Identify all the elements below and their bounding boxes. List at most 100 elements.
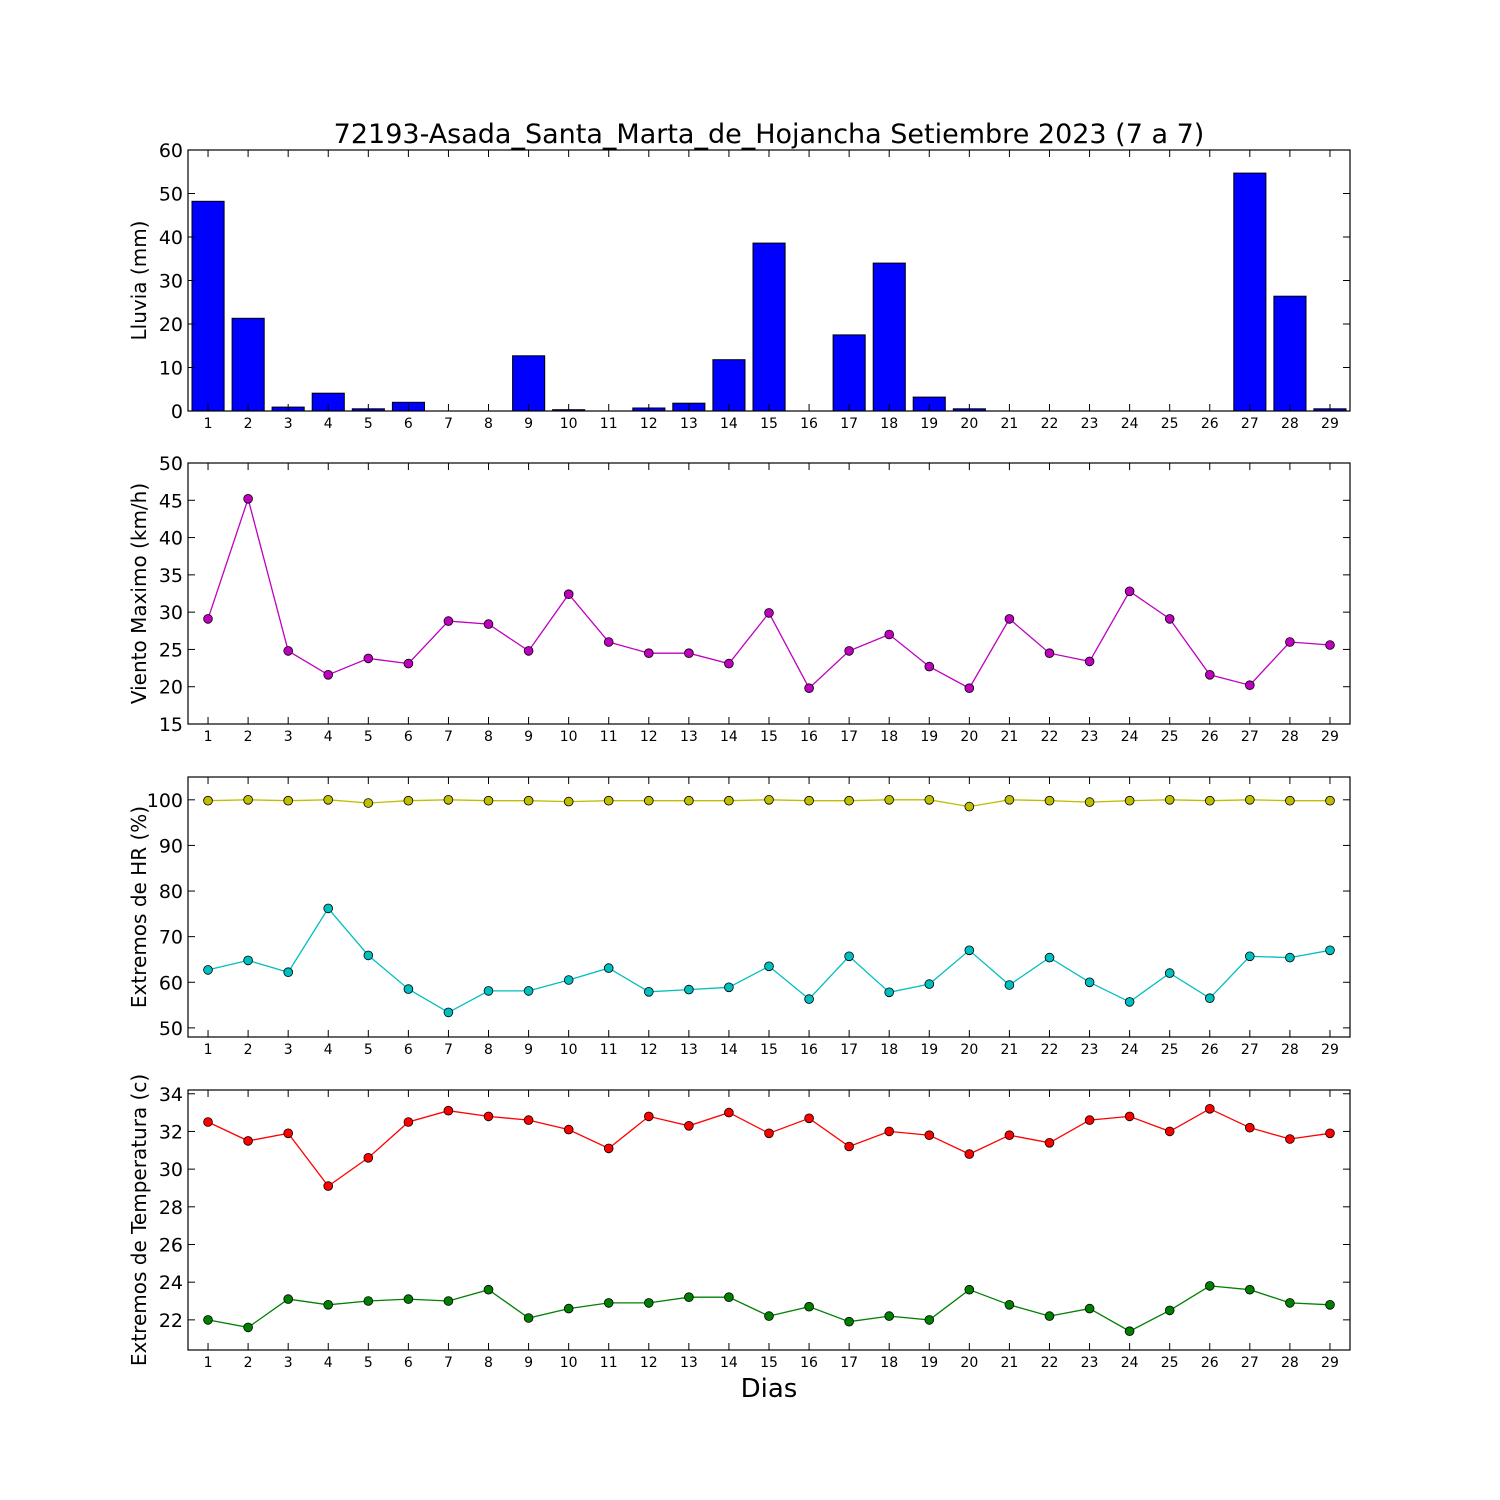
x-tick-label: 17	[840, 729, 858, 745]
x-tick-label: 9	[524, 416, 533, 432]
x-tick-label: 15	[760, 1042, 778, 1058]
series-2-point-17	[844, 951, 854, 962]
series-1-point-16	[804, 683, 814, 693]
x-tick-label: 27	[1241, 416, 1259, 432]
series-1-point-4	[323, 669, 334, 680]
series-1-point-10	[563, 589, 574, 599]
series-1-point-15	[764, 608, 774, 618]
series-2-point-10	[563, 975, 574, 985]
y-tick-label: 100	[147, 790, 183, 812]
x-tick-label: 2	[244, 1355, 253, 1371]
series-1-point-5	[363, 653, 374, 664]
x-tick-label: 29	[1321, 1042, 1339, 1058]
x-tick-label: 18	[880, 1355, 898, 1371]
series-2-point-16	[804, 1301, 814, 1312]
x-tick-label: 24	[1121, 1042, 1139, 1058]
series-1-point-16	[804, 1113, 814, 1124]
series-1-point-5	[363, 798, 374, 808]
series-2-point-20	[964, 945, 975, 956]
series-2-point-1	[203, 965, 213, 975]
x-tick-label: 1	[204, 729, 213, 745]
x-tick-label: 20	[960, 1355, 978, 1371]
x-tick-label: 23	[1081, 1042, 1099, 1058]
series-2-point-4	[323, 1300, 334, 1310]
x-tick-label: 7	[444, 1042, 453, 1058]
x-tick-label: 25	[1161, 416, 1179, 432]
series-1-point-14	[724, 795, 734, 806]
series-2-point-3	[283, 967, 294, 977]
series-1-point-25	[1164, 614, 1175, 624]
series-2-point-15	[764, 1311, 774, 1321]
series-1-point-5	[363, 1153, 374, 1163]
x-tick-label: 12	[640, 416, 658, 432]
x-tick-label: 7	[444, 416, 453, 432]
x-tick-label: 12	[640, 1355, 658, 1371]
series-2-point-9	[523, 1313, 534, 1323]
series-2-point-8	[483, 1284, 494, 1295]
series-1-point-9	[523, 1115, 534, 1125]
y-tick-label: 90	[159, 835, 183, 857]
x-tick-label: 8	[484, 729, 493, 745]
x-tick-label: 23	[1081, 1355, 1099, 1371]
x-tick-label: 1	[204, 416, 213, 432]
series-2-point-15	[764, 961, 774, 972]
series-2-point-19	[924, 1315, 935, 1325]
x-tick-label: 27	[1241, 1355, 1259, 1371]
series-2-point-6	[403, 1294, 414, 1304]
x-tick-label: 16	[800, 1355, 818, 1371]
series-1-point-2	[243, 794, 253, 805]
x-tick-label: 8	[484, 1355, 493, 1371]
series-2-point-21	[1004, 1300, 1015, 1310]
x-tick-label: 15	[760, 729, 778, 745]
x-tick-label: 12	[640, 1042, 658, 1058]
series-2-point-11	[603, 963, 614, 973]
x-tick-label: 3	[284, 416, 293, 432]
x-tick-label: 20	[960, 729, 978, 745]
x-tick-label: 6	[404, 416, 413, 432]
series-2-point-27	[1245, 951, 1255, 962]
x-tick-label: 29	[1321, 1355, 1339, 1371]
x-tick-label: 15	[760, 416, 778, 432]
y-tick-label: 80	[159, 881, 183, 903]
series-2-point-29	[1325, 1300, 1335, 1310]
x-tick-label: 20	[960, 416, 978, 432]
series-2-point-4	[323, 903, 334, 914]
series-2-point-7	[443, 1007, 454, 1018]
x-tick-label: 6	[404, 1355, 413, 1371]
x-tick-label: 22	[1041, 416, 1059, 432]
series-2-point-5	[363, 1296, 374, 1306]
x-tick-label: 25	[1161, 729, 1179, 745]
series-1-point-8	[483, 619, 494, 629]
y-axis-label: Extremos de Temperatura (c)	[127, 1074, 151, 1366]
x-tick-label: 3	[284, 1355, 293, 1371]
y-axis-label: Viento Maximo (km/h)	[127, 483, 151, 704]
x-tick-label: 25	[1161, 1355, 1179, 1371]
series-1-point-2	[243, 1136, 253, 1146]
series-2-point-7	[443, 1296, 454, 1306]
x-tick-label: 5	[364, 729, 373, 745]
series-1-point-19	[924, 1130, 935, 1140]
series-1-point-28	[1285, 637, 1295, 647]
x-tick-label: 2	[244, 729, 253, 745]
series-1-point-24	[1124, 1111, 1135, 1122]
series-1-point-20	[964, 801, 975, 812]
x-tick-label: 18	[880, 729, 898, 745]
series-1-point-15	[764, 794, 774, 805]
x-tick-label: 19	[920, 416, 938, 432]
y-tick-label: 15	[159, 714, 183, 736]
series-2-point-25	[1164, 968, 1175, 978]
series-1-point-27	[1245, 794, 1255, 805]
x-tick-label: 13	[680, 1355, 698, 1371]
series-1-point-1	[203, 614, 213, 624]
y-tick-label: 0	[171, 401, 183, 423]
y-tick-label: 30	[159, 1159, 183, 1181]
x-tick-label: 6	[404, 729, 413, 745]
series-1-point-24	[1124, 586, 1135, 597]
x-tick-label: 19	[920, 729, 938, 745]
series-1-point-4	[323, 794, 334, 805]
y-tick-label: 30	[159, 602, 183, 624]
